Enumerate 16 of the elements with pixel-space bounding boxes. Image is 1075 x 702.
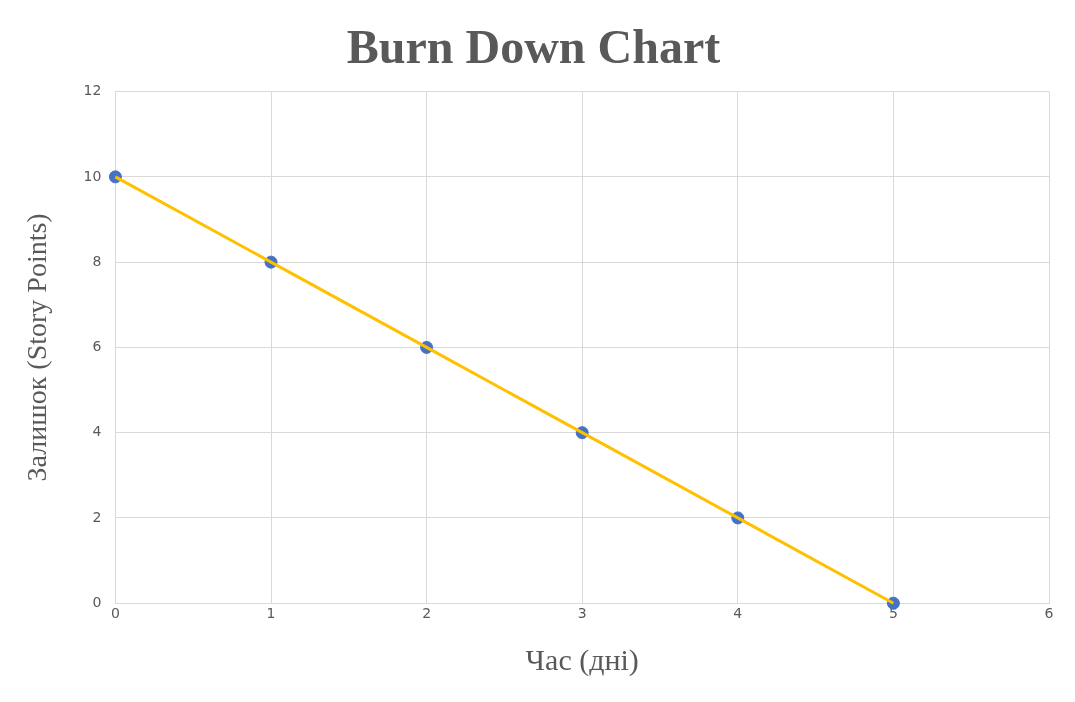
y-tick-label: 6 — [92, 338, 102, 355]
y-tick-label: 12 — [83, 82, 102, 99]
x-tick-label: 1 — [266, 605, 276, 622]
x-tick-label: 3 — [577, 605, 587, 622]
x-tick-label: 2 — [422, 605, 432, 622]
y-tick-label: 4 — [92, 423, 102, 440]
y-tick-label: 2 — [92, 508, 102, 525]
x-tick-label: 0 — [110, 605, 120, 622]
x-tick-label: 6 — [1044, 605, 1054, 622]
y-axis-title: Залишок (Story Points) — [21, 213, 53, 482]
y-tick-label: 8 — [92, 252, 102, 269]
chart-title: Burn Down Chart — [346, 20, 721, 74]
x-axis-title: Час (дні) — [525, 642, 639, 677]
y-tick-label: 10 — [83, 167, 102, 184]
x-tick-label: 4 — [733, 605, 743, 622]
y-tick-label: 0 — [92, 593, 102, 610]
